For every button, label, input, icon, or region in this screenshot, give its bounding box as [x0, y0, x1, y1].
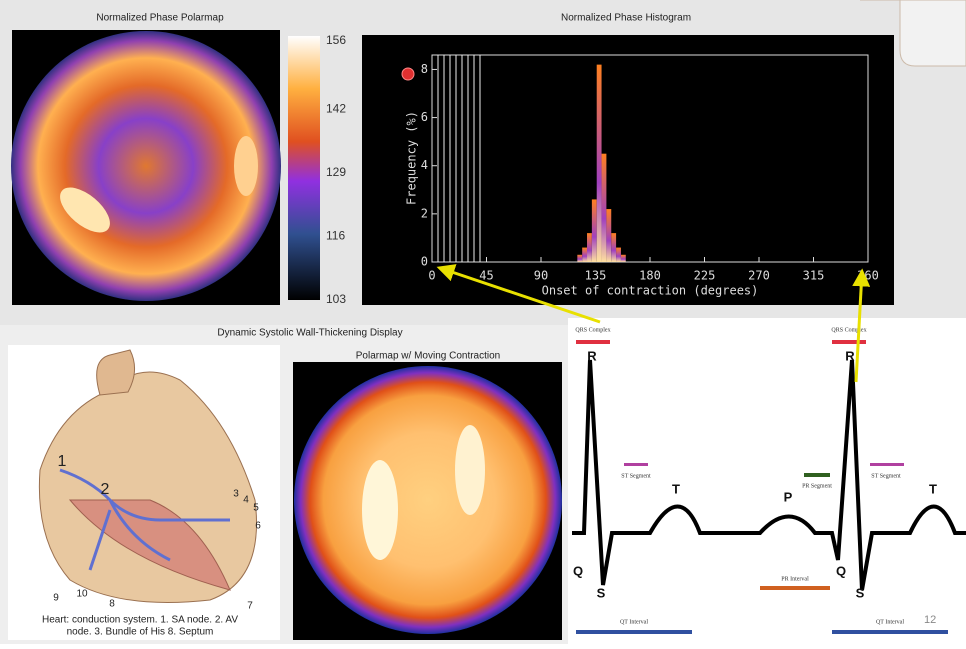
- heart-caption: Heart: conduction system. 1. SA node. 2.…: [42, 615, 238, 626]
- ecg-label: Q: [836, 563, 846, 578]
- x-tick-label: 135: [585, 269, 607, 283]
- x-tick-label: 90: [534, 269, 548, 283]
- colorbar-tick-label: 142: [326, 102, 346, 116]
- ecg-label: ST Segment: [621, 473, 651, 479]
- x-tick-label: 315: [803, 269, 825, 283]
- polarmap2-title: Polarmap w/ Moving Contraction: [356, 351, 501, 362]
- ecg-label: PR Interval: [781, 576, 809, 582]
- polarmap-title: Normalized Phase Polarmap: [96, 13, 224, 24]
- histogram-bar: [611, 233, 616, 262]
- hotspot: [362, 460, 398, 560]
- page-number: 12: [924, 614, 936, 626]
- ecg-label: T: [929, 481, 937, 496]
- y-axis-title: Frequency (%): [405, 111, 419, 205]
- qt-bar: [832, 630, 948, 634]
- histogram-title: Normalized Phase Histogram: [561, 13, 691, 24]
- ecg-label: R: [845, 348, 855, 363]
- heart-label: 2: [101, 481, 110, 498]
- x-tick-label: 225: [694, 269, 716, 283]
- ecg-label: ST Segment: [871, 473, 901, 479]
- histogram-bar: [582, 248, 587, 262]
- y-tick-label: 4: [421, 158, 428, 172]
- colorbar-tick-label: 156: [326, 33, 346, 47]
- histogram-bg: [362, 35, 894, 305]
- y-tick-label: 2: [421, 206, 428, 220]
- heart-label: 6: [255, 521, 261, 532]
- heart-label: 10: [76, 589, 88, 600]
- ecg-label: S: [856, 585, 865, 600]
- pr-interval-bar: [760, 586, 830, 590]
- colorbar-tick-label: 129: [326, 165, 346, 179]
- ecg-label: P: [784, 489, 793, 504]
- colorbar-tick-label: 103: [326, 292, 346, 306]
- colorbar-tick-label: 116: [326, 229, 345, 243]
- x-tick-label: 0: [428, 269, 435, 283]
- ecg-label: QT Interval: [620, 619, 648, 625]
- ecg-label: PR Segment: [802, 483, 832, 489]
- x-axis-title: Onset of contraction (degrees): [542, 284, 759, 298]
- heart-label: 3: [233, 489, 239, 500]
- heart-label: 9: [53, 593, 59, 604]
- ecg-panel: [568, 318, 966, 644]
- heart-label: 1: [58, 453, 67, 470]
- heart-caption: node. 3. Bundle of His 8. Septum: [67, 627, 214, 638]
- histogram-bar: [592, 199, 597, 262]
- record-icon: [402, 68, 414, 80]
- x-tick-label: 45: [479, 269, 493, 283]
- heart-label: 5: [253, 503, 259, 514]
- heart-label: 4: [243, 495, 249, 506]
- qrs-bar: [576, 340, 610, 344]
- ecg-label: QRS Complex: [831, 327, 866, 333]
- y-tick-label: 0: [421, 255, 428, 269]
- ecg-label: S: [597, 585, 606, 600]
- histogram-bar: [606, 209, 611, 262]
- qrs-bar: [832, 340, 866, 344]
- contraction-polarmap: [294, 366, 562, 634]
- slide: Normalized Phase Polarmap 15614212911610…: [0, 0, 966, 644]
- x-tick-label: 180: [639, 269, 661, 283]
- histogram-bar: [621, 255, 626, 262]
- ecg-label: T: [672, 481, 680, 496]
- ecg-label: Q: [573, 563, 583, 578]
- pr-bar: [804, 473, 830, 477]
- qt-bar: [576, 630, 692, 634]
- st-bar: [870, 463, 904, 466]
- hotspot: [455, 425, 485, 515]
- colorbar: [288, 36, 320, 300]
- ecg-label: R: [587, 348, 597, 363]
- st-bar: [624, 463, 648, 466]
- histogram-bar: [587, 233, 592, 262]
- histogram-bar: [597, 65, 602, 262]
- y-tick-label: 6: [421, 110, 428, 124]
- y-tick-label: 8: [421, 62, 428, 76]
- ecg-label: QRS Complex: [575, 327, 610, 333]
- hotspot: [234, 136, 258, 196]
- histogram-bar: [616, 248, 621, 262]
- histogram-bar: [577, 255, 582, 262]
- heart-label: 8: [109, 599, 115, 610]
- heart-label: 7: [247, 601, 253, 612]
- histogram-bar: [602, 154, 607, 262]
- ecg-label: QT Interval: [876, 619, 904, 625]
- x-tick-label: 270: [748, 269, 770, 283]
- wall-thickening-title: Dynamic Systolic Wall-Thickening Display: [217, 328, 402, 339]
